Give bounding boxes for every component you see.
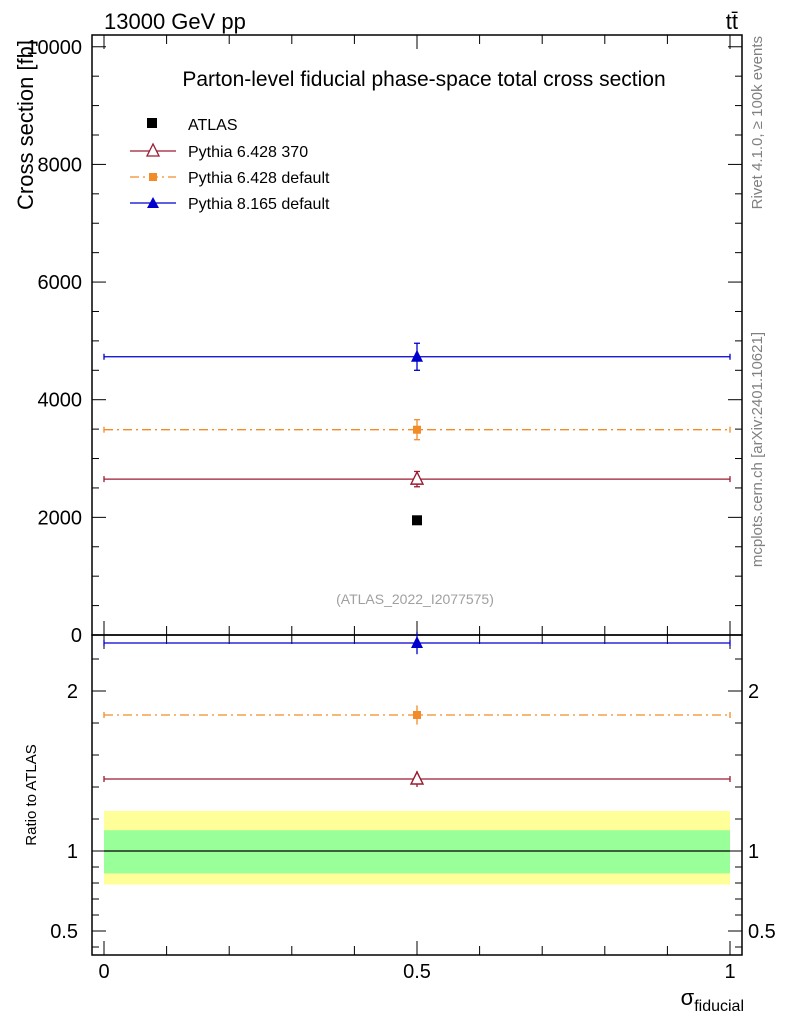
ratio-tick-label-left: 1 (67, 841, 78, 863)
chart-title: Parton-level fiducial phase-space total … (182, 68, 665, 91)
main-point-pythia6-370 (409, 470, 425, 485)
ratio-point-pythia6-default (413, 711, 421, 719)
mcplots-label: mcplots.cern.ch [arXiv:2401.10621] (749, 332, 766, 567)
x-axis-title: σfiducial (681, 985, 744, 1015)
main-point-pythia8 (411, 349, 423, 362)
ratio-point-pythia6-370 (409, 770, 425, 785)
ratio-tick-label-right: 0.5 (748, 921, 776, 943)
ratio-tick-label-right: 1 (748, 841, 759, 863)
y-tick-label: 8000 (38, 154, 83, 176)
process-label: tt̄ (726, 9, 738, 34)
data-point-atlas (412, 515, 422, 526)
main-point-pythia6-default (413, 425, 421, 434)
x-tick-label: 0.5 (403, 961, 431, 983)
ratio-band-inner (104, 830, 730, 874)
legend: ATLAS Pythia 6.428 370 Pythia 6.428 defa… (130, 117, 330, 213)
beam-label: 13000 GeV pp (104, 9, 246, 34)
ratio-tick-label-right: 2 (748, 681, 759, 703)
y-tick-label: 2000 (38, 507, 83, 529)
ratio-axis-title: Ratio to ATLAS (23, 744, 40, 845)
ratio-tick-label-left: 2 (67, 681, 78, 703)
x-axis-title-main: σ (681, 985, 695, 1010)
analysis-id: (ATLAS_2022_I2077575) (336, 591, 494, 607)
x-tick-label: 1 (724, 961, 735, 983)
y-tick-label: 10000 (26, 37, 82, 59)
y-tick-label: 4000 (38, 390, 83, 412)
legend-label-pythia6-370: Pythia 6.428 370 (188, 144, 308, 161)
legend-marker-pythia6-370 (145, 142, 161, 157)
y-tick-label: 0 (71, 625, 82, 647)
legend-marker-pythia6-default (149, 173, 157, 181)
y-axis-title: Cross section [fb] (13, 40, 38, 210)
ratio-tick-label-left: 0.5 (50, 921, 78, 943)
x-axis-title-sub: fiducial (694, 998, 744, 1015)
y-tick-label: 6000 (38, 272, 83, 294)
legend-marker-pythia8 (147, 197, 159, 208)
rivet-label: Rivet 4.1.0, ≥ 100k events (749, 36, 766, 209)
ratio-point-pythia8 (411, 636, 423, 648)
legend-label-pythia6-default: Pythia 6.428 default (188, 170, 330, 187)
ratio-panel-frame (91, 634, 743, 956)
legend-label-atlas: ATLAS (188, 117, 238, 134)
x-tick-label: 0 (98, 961, 109, 983)
legend-marker-atlas (147, 118, 157, 128)
legend-label-pythia8: Pythia 8.165 default (188, 196, 330, 213)
